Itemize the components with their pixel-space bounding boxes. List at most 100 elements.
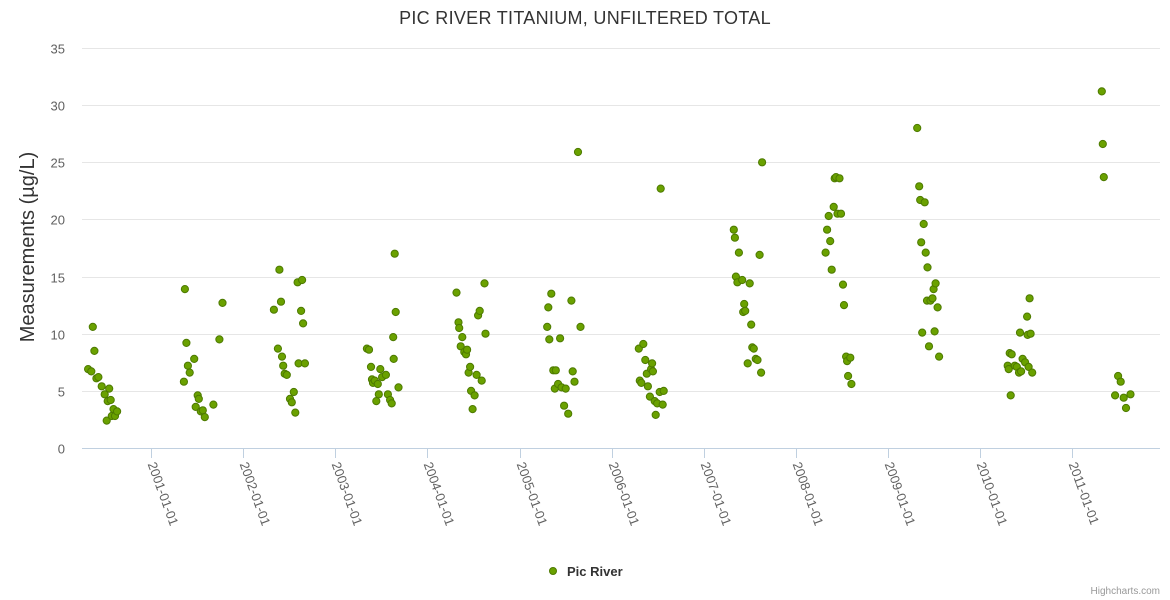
data-point[interactable]: [300, 359, 309, 368]
data-point[interactable]: [920, 198, 929, 207]
data-point[interactable]: [930, 327, 939, 336]
data-point[interactable]: [180, 285, 189, 294]
data-point[interactable]: [113, 407, 122, 416]
data-point[interactable]: [547, 289, 556, 298]
data-point[interactable]: [458, 333, 467, 342]
data-point[interactable]: [639, 339, 648, 349]
data-point[interactable]: [561, 384, 570, 393]
data-point[interactable]: [1121, 403, 1131, 413]
data-point[interactable]: [94, 373, 103, 382]
data-point[interactable]: [931, 279, 940, 288]
data-point[interactable]: [755, 250, 764, 259]
data-point[interactable]: [282, 370, 291, 379]
data-point[interactable]: [1023, 312, 1032, 321]
data-point[interactable]: [658, 400, 667, 409]
data-point[interactable]: [1024, 362, 1033, 371]
data-point[interactable]: [743, 359, 752, 368]
data-point[interactable]: [389, 333, 398, 342]
data-point[interactable]: [570, 377, 579, 386]
data-point[interactable]: [1006, 391, 1015, 400]
data-point[interactable]: [481, 329, 490, 338]
data-point[interactable]: [287, 398, 296, 407]
data-point[interactable]: [917, 238, 926, 247]
data-point[interactable]: [551, 366, 560, 375]
data-point[interactable]: [576, 322, 585, 331]
data-point[interactable]: [391, 307, 400, 317]
legend-item-pic-river[interactable]: Pic River: [567, 564, 623, 579]
data-point[interactable]: [730, 233, 740, 242]
data-point[interactable]: [545, 335, 554, 344]
data-point[interactable]: [740, 299, 749, 309]
data-point[interactable]: [758, 158, 767, 167]
data-point[interactable]: [390, 249, 399, 258]
data-point[interactable]: [573, 147, 583, 157]
data-point[interactable]: [470, 391, 479, 400]
data-point[interactable]: [826, 237, 835, 246]
data-point[interactable]: [1099, 173, 1108, 182]
legend[interactable]: Pic River: [549, 564, 623, 579]
data-point[interactable]: [835, 174, 844, 183]
data-point[interactable]: [389, 354, 398, 363]
data-point[interactable]: [87, 367, 96, 376]
credits-link[interactable]: Highcharts.com: [1091, 586, 1160, 597]
data-point[interactable]: [923, 263, 932, 272]
data-point[interactable]: [1017, 367, 1026, 376]
data-point[interactable]: [827, 265, 836, 274]
data-point[interactable]: [651, 410, 660, 419]
data-point[interactable]: [190, 354, 199, 363]
data-point[interactable]: [829, 202, 838, 211]
data-point[interactable]: [933, 303, 942, 312]
data-point[interactable]: [289, 387, 298, 397]
data-point[interactable]: [475, 306, 484, 315]
data-point[interactable]: [1015, 328, 1025, 337]
data-point[interactable]: [466, 362, 475, 371]
data-point[interactable]: [741, 306, 750, 315]
data-point[interactable]: [648, 367, 658, 376]
data-point[interactable]: [839, 301, 849, 310]
data-point[interactable]: [376, 365, 385, 374]
data-point[interactable]: [298, 275, 307, 285]
data-point[interactable]: [477, 376, 486, 385]
data-point[interactable]: [1097, 87, 1106, 96]
data-point[interactable]: [753, 355, 762, 365]
data-point[interactable]: [105, 384, 114, 393]
data-point[interactable]: [924, 342, 934, 351]
data-point[interactable]: [273, 344, 282, 353]
data-point[interactable]: [185, 368, 194, 377]
data-point[interactable]: [106, 395, 115, 405]
data-point[interactable]: [1025, 294, 1034, 303]
data-point[interactable]: [844, 371, 853, 381]
data-point[interactable]: [1028, 368, 1037, 377]
data-point[interactable]: [472, 370, 481, 379]
data-point[interactable]: [194, 394, 203, 403]
data-point[interactable]: [468, 405, 477, 414]
data-point[interactable]: [387, 399, 396, 408]
data-point[interactable]: [269, 305, 278, 314]
data-point[interactable]: [935, 352, 944, 361]
data-point[interactable]: [102, 416, 111, 425]
data-point[interactable]: [656, 184, 665, 193]
data-point[interactable]: [215, 335, 224, 344]
data-point[interactable]: [279, 361, 288, 370]
data-point[interactable]: [455, 323, 464, 333]
data-point[interactable]: [1007, 350, 1016, 359]
data-point[interactable]: [480, 279, 489, 288]
data-point[interactable]: [456, 342, 465, 351]
data-point[interactable]: [182, 338, 191, 347]
data-point[interactable]: [209, 400, 218, 409]
data-point[interactable]: [1004, 365, 1013, 374]
data-point[interactable]: [738, 275, 747, 285]
data-point[interactable]: [88, 322, 97, 331]
data-point[interactable]: [277, 352, 287, 361]
data-point[interactable]: [100, 390, 109, 399]
data-point[interactable]: [218, 298, 227, 307]
data-point[interactable]: [381, 370, 390, 379]
data-point[interactable]: [821, 248, 830, 257]
data-point[interactable]: [1116, 377, 1125, 386]
data-point[interactable]: [1111, 391, 1120, 400]
data-point[interactable]: [198, 406, 207, 415]
data-point[interactable]: [568, 367, 577, 376]
data-point[interactable]: [747, 320, 756, 329]
data-point[interactable]: [556, 334, 565, 343]
data-point[interactable]: [846, 353, 855, 362]
